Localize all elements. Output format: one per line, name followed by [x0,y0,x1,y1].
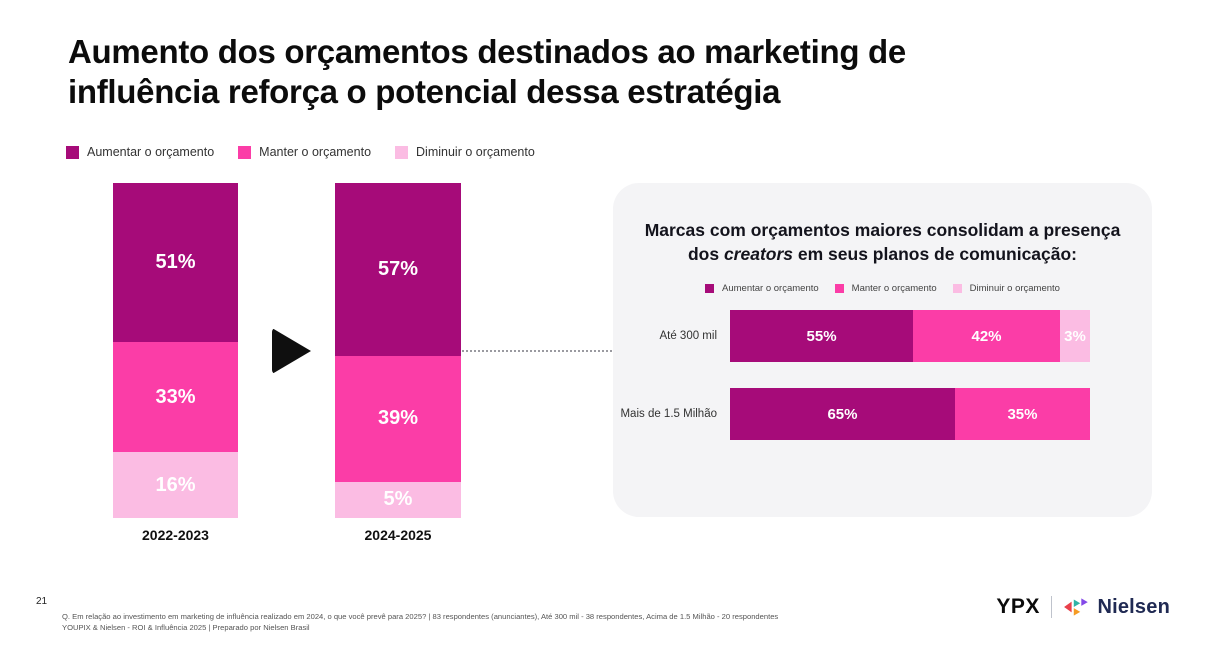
segment-value-label: 51% [155,250,196,273]
bar-segment-increase: 57% [335,183,461,357]
legend-swatch-decrease [952,284,962,294]
horizontal-bars: Até 300 mil 55% 42% 3% Mais de 1.5 Milhã… [613,310,1152,441]
segment-value-label: 39% [377,407,419,430]
legend-item-increase: Aumentar o orçamento [66,145,214,159]
panel-legend: Aumentar o orçamento Manter o orçamento … [613,283,1152,294]
legend-item-decrease: Diminuir o orçamento [952,283,1060,295]
segment-value-label: 65% [827,405,858,423]
detail-panel: Marcas com orçamentos maiores consolidam… [613,183,1152,517]
segment-value-label: 35% [1007,405,1038,423]
stacked-bar-ate-300-mil: 55% 42% 3% [730,310,1090,363]
segment-value-label: 55% [806,327,837,345]
stacked-bar-2024-2025: 57% 39% 5% [335,183,461,519]
segment-value-label: 3% [1064,327,1086,345]
page-number: 21 [36,596,48,607]
panel-title: Marcas com orçamentos maiores consolidam… [644,219,1122,266]
bar-segment-keep: 33% [113,341,238,453]
bar-segment-decrease: 3% [1059,310,1090,363]
dotted-connector-line [462,350,612,352]
panel-title-text: em seus planos de comunicação: [793,243,1078,264]
logo-separator [1050,596,1053,618]
bar-segment-keep: 39% [335,356,461,482]
bar-segment-decrease: 16% [113,452,238,518]
legend-swatch-decrease [395,145,409,159]
legend-swatch-keep [238,145,252,159]
legend-label: Diminuir o orçamento [969,283,1060,295]
legend-label: Aumentar o orçamento [722,283,819,295]
segment-value-label: 42% [971,327,1002,345]
category-label-2024-2025: 2024-2025 [364,527,432,543]
segment-value-label: 16% [155,473,196,496]
legend-swatch-keep [834,284,844,294]
main-legend: Aumentar o orçamento Manter o orçamento … [66,145,535,159]
segment-value-label: 5% [383,488,413,511]
bar-segment-increase: 51% [113,183,238,342]
segment-value-label: 57% [377,258,419,281]
bar-segment-decrease: 5% [335,481,461,519]
right-arrow-icon [272,328,311,374]
legend-swatch-increase [66,145,79,159]
stacked-bar-mais-de-1-5-milhao: 65% 35% [730,388,1090,441]
nielsen-icon [1064,598,1089,616]
legend-item-decrease: Diminuir o orçamento [395,145,535,159]
ypx-logo: YPX [996,595,1040,618]
panel-title-text: Marcas com orçamentos maiores consolidam… [644,220,1121,264]
footnotes: Q. Em relação ao investimento em marketi… [62,611,778,634]
row-category-label: Mais de 1.5 Milhão [620,408,717,421]
nielsen-logo: Nielsen [1063,596,1170,619]
row-category-label: Até 300 mil [659,330,717,343]
segment-value-label: 33% [155,385,196,408]
legend-label: Manter o orçamento [851,283,937,295]
footer-logos: YPX Nielsen [996,592,1170,622]
bar-segment-keep: 35% [954,388,1090,441]
nielsen-wordmark: Nielsen [1097,595,1170,618]
legend-item-increase: Aumentar o orçamento [705,283,819,294]
category-label-2022-2023: 2022-2023 [142,527,209,543]
legend-item-keep: Manter o orçamento [834,283,937,295]
footnote-line-1: Q. Em relação ao investimento em marketi… [62,612,779,621]
bar-row-ate-300-mil: Até 300 mil 55% 42% 3% [613,310,1152,363]
legend-item-keep: Manter o orçamento [238,145,371,159]
bar-segment-keep: 42% [913,310,1060,363]
page-title: Aumento dos orçamentos destinados ao mar… [68,33,906,111]
legend-swatch-increase [705,284,715,294]
bar-row-mais-de-1-5-milhao: Mais de 1.5 Milhão 65% 35% [613,388,1152,441]
panel-title-italic: creators [723,243,794,264]
footnote-line-2: YOUPIX & Nielsen - ROI & Influência 2025… [62,623,310,633]
bar-segment-increase: 55% [730,310,914,363]
legend-label: Manter o orçamento [259,145,372,159]
stacked-bar-2022-2023: 51% 33% 16% [113,183,238,518]
bar-segment-increase: 65% [730,388,955,441]
legend-label: Diminuir o orçamento [416,145,535,159]
legend-label: Aumentar o orçamento [87,145,215,159]
